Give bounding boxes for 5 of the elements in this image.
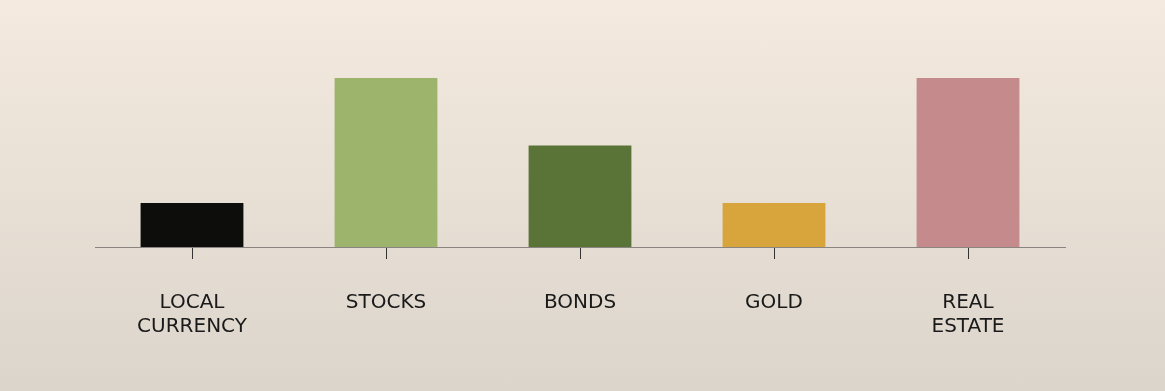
x-tick-label: REAL ESTATE xyxy=(931,289,1005,338)
x-tick-label: STOCKS xyxy=(345,289,427,314)
x-tick-label: GOLD xyxy=(745,289,803,314)
x-tick-label: LOCAL CURRENCY xyxy=(137,289,248,338)
x-tick-label: BONDS xyxy=(543,289,617,314)
